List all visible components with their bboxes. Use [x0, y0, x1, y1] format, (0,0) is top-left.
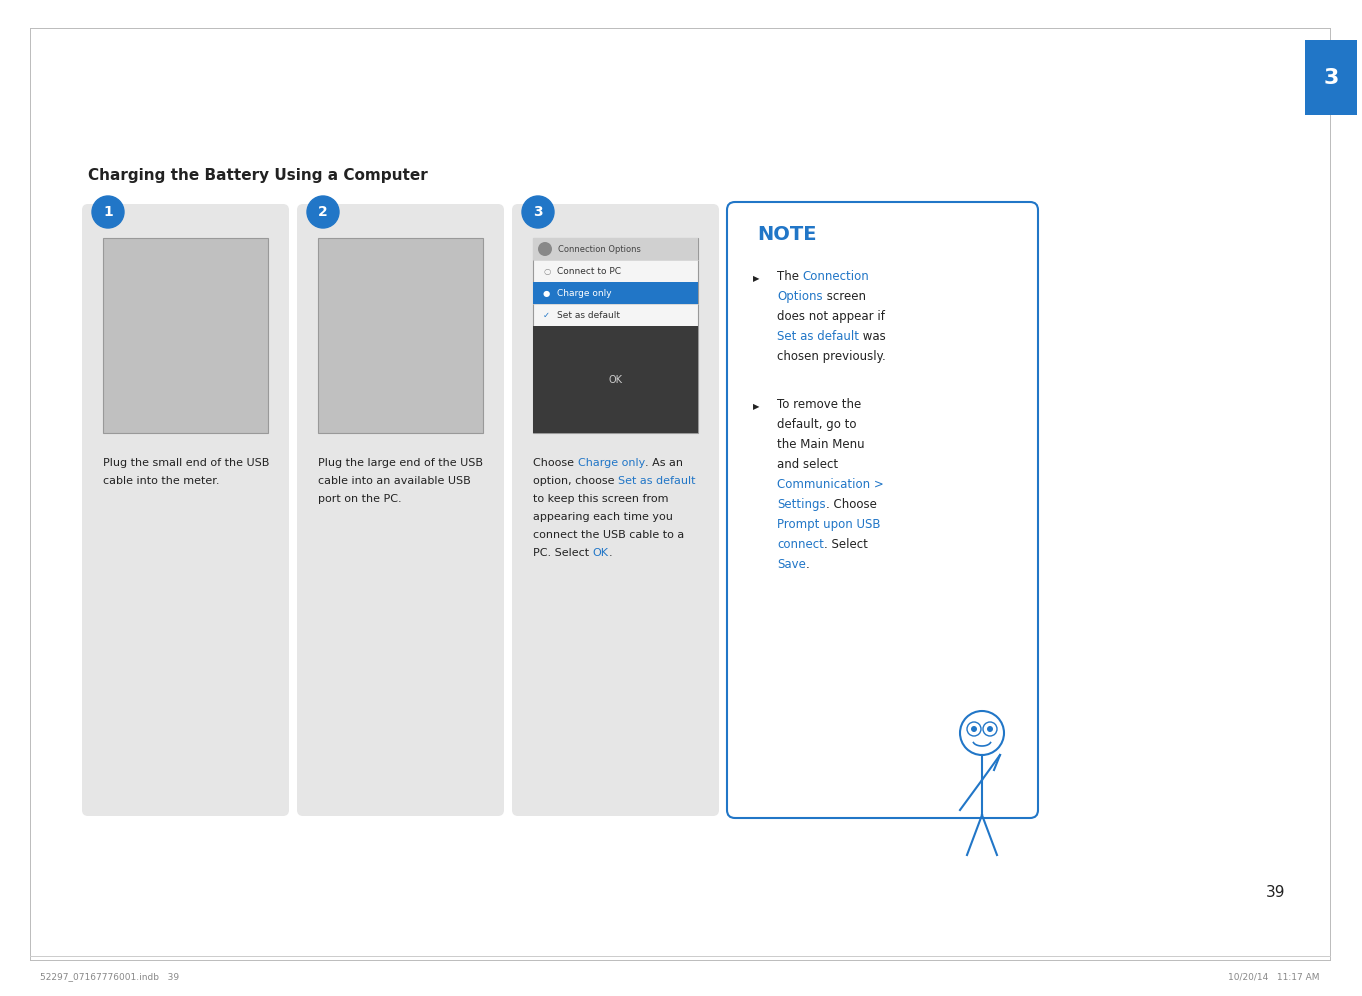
FancyBboxPatch shape [104, 238, 268, 433]
FancyBboxPatch shape [533, 326, 697, 433]
Text: OK: OK [609, 374, 622, 384]
FancyBboxPatch shape [1305, 40, 1357, 115]
Text: connect the USB cable to a: connect the USB cable to a [533, 530, 684, 540]
Text: chosen previously.: chosen previously. [776, 350, 885, 363]
Text: Set as default: Set as default [618, 476, 696, 486]
Text: 10/20/14   11:17 AM: 10/20/14 11:17 AM [1229, 972, 1320, 981]
Circle shape [987, 726, 993, 732]
Text: Settings: Settings [776, 498, 825, 511]
Text: 1: 1 [104, 205, 113, 219]
Text: was: was [859, 330, 885, 343]
FancyBboxPatch shape [533, 238, 697, 260]
Text: Charge only: Charge only [557, 289, 612, 298]
Text: screen: screen [823, 290, 866, 303]
Text: 3: 3 [1324, 68, 1339, 88]
Text: cable into the meter.: cable into the meter. [104, 476, 219, 486]
Text: .: . [806, 558, 809, 571]
Text: . Select: . Select [824, 538, 868, 551]
Text: the Main Menu: the Main Menu [776, 438, 865, 451]
Circle shape [538, 242, 552, 256]
Text: The: The [776, 270, 802, 283]
Text: ▶: ▶ [753, 402, 760, 411]
Text: Plug the small end of the USB: Plug the small end of the USB [104, 458, 270, 468]
Text: default, go to: default, go to [776, 418, 857, 431]
Text: .: . [609, 548, 613, 558]
Text: . Choose: . Choose [825, 498, 877, 511]
Text: Options: Options [776, 290, 823, 303]
Text: . As an: . As an [644, 458, 682, 468]
Text: Set as default: Set as default [557, 311, 620, 320]
Text: Charge only: Charge only [577, 458, 644, 468]
Text: port on the PC.: port on the PC. [317, 494, 402, 504]
Text: appearing each time you: appearing each time you [533, 512, 673, 522]
Text: Set as default: Set as default [776, 330, 859, 343]
Circle shape [971, 726, 977, 732]
FancyBboxPatch shape [727, 202, 1038, 818]
Text: does not appear if: does not appear if [776, 310, 885, 323]
Text: Save: Save [776, 558, 806, 571]
Text: Connect to PC: Connect to PC [557, 267, 621, 276]
Text: Connection: Connection [802, 270, 869, 283]
Text: to keep this screen from: to keep this screen from [533, 494, 669, 504]
Circle shape [93, 196, 124, 228]
Text: Prompt upon USB: Prompt upon USB [776, 518, 880, 531]
FancyBboxPatch shape [297, 204, 504, 816]
Text: ▶: ▶ [753, 274, 760, 283]
FancyBboxPatch shape [533, 238, 697, 433]
Text: Choose: Choose [533, 458, 577, 468]
Text: Connection Options: Connection Options [558, 244, 642, 254]
Text: ●: ● [543, 289, 550, 298]
Text: ✓: ✓ [543, 311, 550, 320]
Text: PC. Select: PC. Select [533, 548, 592, 558]
Text: 3: 3 [533, 205, 543, 219]
Text: Charging the Battery Using a Computer: Charging the Battery Using a Computer [89, 168, 428, 183]
Text: To remove the: To remove the [776, 398, 861, 411]
Text: option, choose: option, choose [533, 476, 618, 486]
Circle shape [522, 196, 554, 228]
Text: 39: 39 [1265, 885, 1284, 900]
Text: Plug the large end of the USB: Plug the large end of the USB [317, 458, 484, 468]
Circle shape [306, 196, 339, 228]
Text: cable into an available USB: cable into an available USB [317, 476, 471, 486]
Text: NOTE: NOTE [757, 225, 816, 244]
FancyBboxPatch shape [317, 238, 484, 433]
Text: 52297_07167776001.indb   39: 52297_07167776001.indb 39 [39, 972, 180, 981]
FancyBboxPatch shape [512, 204, 719, 816]
Text: and select: and select [776, 458, 838, 471]
FancyBboxPatch shape [82, 204, 289, 816]
Text: 2: 2 [319, 205, 328, 219]
Text: Communication >: Communication > [776, 478, 884, 491]
Text: connect: connect [776, 538, 824, 551]
FancyBboxPatch shape [533, 282, 697, 304]
Text: OK: OK [592, 548, 609, 558]
Text: ○: ○ [543, 267, 550, 276]
